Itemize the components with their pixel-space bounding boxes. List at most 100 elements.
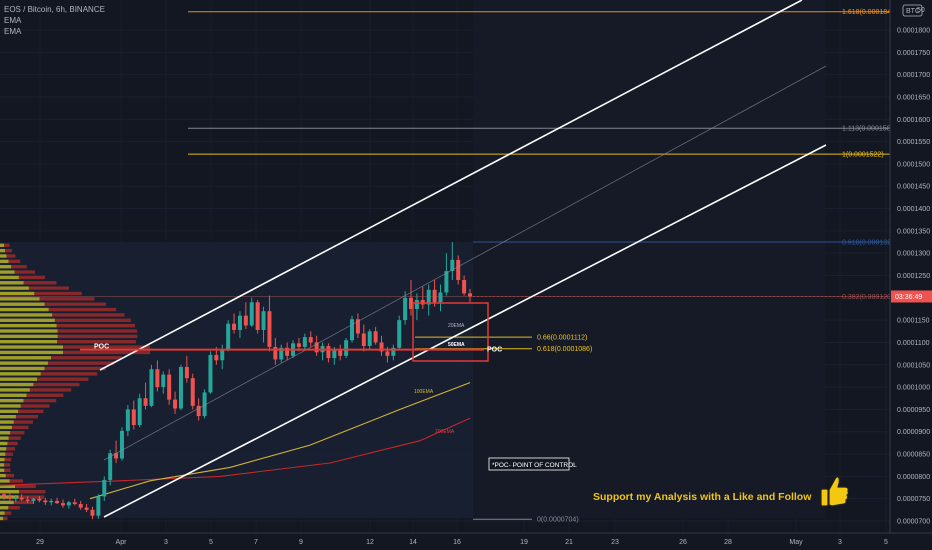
profile-bar-sell	[5, 452, 13, 456]
y-tick-label: 0.0000850	[897, 452, 930, 459]
profile-bar-buy	[0, 506, 9, 510]
profile-bar-sell	[4, 243, 10, 247]
channel-mid-line	[103, 65, 827, 461]
candle-body	[243, 315, 248, 326]
candle-body	[314, 342, 319, 353]
profile-bar-sell	[13, 420, 33, 424]
symbol-title: EOS / Bitcoin, 6h, BINANCE	[4, 5, 105, 14]
candle-body	[60, 503, 65, 506]
poc-note: *POC- POINT OF CONTROL	[492, 462, 577, 469]
profile-bar-buy	[0, 361, 48, 365]
poc-label-left: POC	[94, 344, 109, 351]
profile-bar-buy	[0, 414, 16, 419]
x-tick-label: 12	[366, 539, 374, 546]
x-tick-label: 23	[611, 539, 619, 546]
profile-bar-buy	[0, 248, 6, 253]
channel-upper-line	[99, 0, 803, 371]
profile-bar-sell	[44, 302, 106, 306]
y-tick-label: 0.0001050	[897, 362, 930, 369]
x-tick-label: 5	[884, 539, 888, 546]
profile-bar-sell	[63, 345, 150, 349]
ema200-label: 200EMA	[435, 429, 455, 435]
candle-body	[25, 499, 30, 501]
candle-body	[462, 279, 467, 294]
profile-bar-sell	[6, 447, 16, 451]
candle-body	[438, 292, 443, 303]
candle-body	[367, 331, 372, 347]
profile-bar-sell	[56, 323, 135, 328]
profile-bar-buy	[0, 366, 45, 371]
candle-body	[403, 297, 408, 321]
profile-bar-sell	[10, 431, 25, 435]
profile-bar-buy	[0, 377, 38, 381]
profile-bar-buy	[0, 313, 53, 317]
thumbs-up-icon[interactable]	[820, 476, 849, 507]
profile-bar-buy	[0, 323, 57, 328]
profile-bar-sell	[29, 388, 72, 392]
profile-bar-sell	[8, 506, 20, 510]
candle-body	[49, 500, 54, 503]
candle-body	[302, 337, 307, 347]
y-tick-label: 0.0001500	[897, 161, 930, 168]
candle-body	[350, 319, 355, 341]
candle-body	[255, 302, 260, 330]
candle-body	[55, 500, 60, 504]
candle-body	[237, 315, 242, 330]
profile-bar-sell	[37, 377, 89, 381]
candle-body	[397, 320, 402, 348]
candle-body	[149, 369, 154, 406]
profile-bar-sell	[13, 500, 33, 505]
y-tick-label: 0.0000750	[897, 496, 930, 503]
candle-body	[261, 311, 266, 330]
indicator-ema-1[interactable]: EMA	[4, 16, 22, 25]
candle-body	[178, 367, 183, 409]
candle-body	[332, 350, 337, 359]
candle-body	[214, 354, 219, 361]
profile-bar-sell	[51, 356, 122, 360]
ema100-label: 100EMA	[414, 389, 434, 395]
x-tick-label: 3	[164, 539, 168, 546]
profile-bar-sell	[44, 366, 106, 371]
y-tick-label: 0.0001250	[897, 273, 930, 280]
candle-body	[226, 323, 231, 350]
candle-body	[72, 502, 77, 505]
candle-body	[379, 342, 384, 352]
candle-body	[444, 271, 449, 293]
candle-body	[114, 453, 119, 459]
profile-bar-sell	[6, 254, 16, 258]
current-price-badge	[891, 290, 932, 303]
profile-bar-buy	[0, 457, 5, 462]
profile-bar-buy	[0, 479, 10, 483]
candle-body	[137, 398, 142, 426]
candle-body	[385, 351, 390, 356]
candle-body	[344, 340, 349, 356]
profile-bar-buy	[0, 382, 34, 387]
profile-bar-sell	[18, 409, 44, 414]
candle-body	[131, 409, 136, 426]
y-tick-label: 0.0001350	[897, 228, 930, 235]
profile-bar-sell	[20, 404, 50, 408]
profile-bar-buy	[0, 447, 7, 451]
x-tick-label: 14	[409, 539, 417, 546]
candle-body	[43, 500, 48, 503]
candle-body	[373, 331, 378, 343]
indicator-ema-2[interactable]: EMA	[4, 27, 22, 36]
channel-lower-line	[103, 144, 827, 518]
profile-bar-buy	[0, 468, 5, 472]
x-tick-label: 21	[565, 539, 573, 546]
thumb-cuff	[820, 488, 829, 507]
profile-bar-sell	[11, 265, 27, 269]
profile-bar-sell	[57, 329, 138, 333]
profile-bar-sell	[52, 313, 125, 317]
candle-body	[450, 259, 455, 272]
profile-bar-sell	[8, 436, 21, 440]
profile-bar-buy	[0, 329, 58, 333]
profile-bar-buy	[0, 302, 45, 306]
profile-bar-sell	[28, 286, 69, 290]
y-tick-label: 0.0001100	[897, 340, 930, 347]
y-tick-label: 0.0001150	[897, 318, 930, 325]
profile-bar-buy	[0, 265, 12, 269]
fib-level-label: 1.618(0.0001841)	[842, 9, 897, 16]
